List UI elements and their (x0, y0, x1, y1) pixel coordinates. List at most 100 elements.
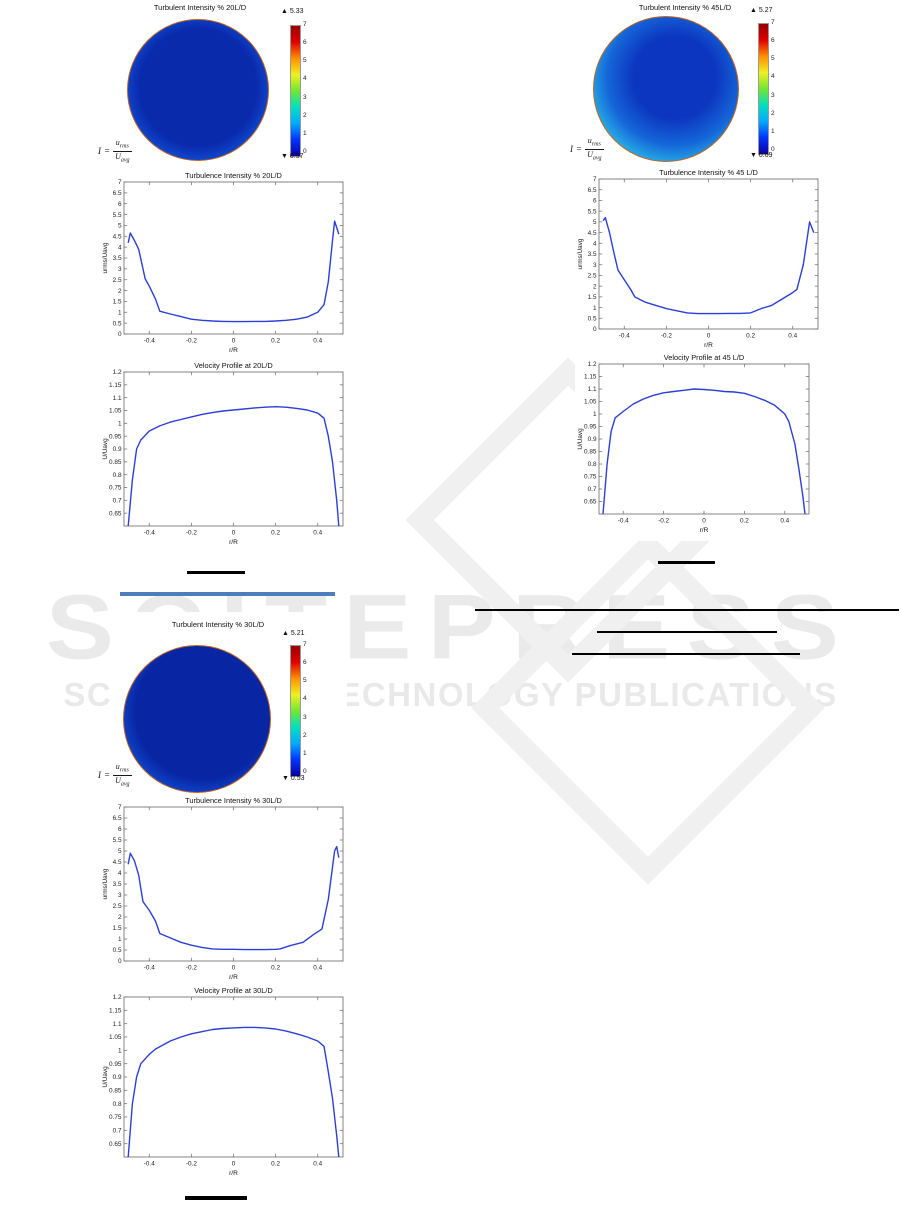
svg-text:-0.4: -0.4 (618, 518, 629, 525)
fraction: urms Uavg (585, 136, 604, 162)
svg-text:0.65: 0.65 (109, 1141, 122, 1148)
up-triangle-icon: ▲ (281, 8, 288, 15)
svg-text:3: 3 (118, 266, 122, 273)
svg-text:2.5: 2.5 (113, 277, 122, 284)
svg-text:6: 6 (593, 198, 597, 205)
svg-text:0.2: 0.2 (271, 530, 280, 537)
intensity-formula: I = urms Uavg (98, 762, 132, 788)
svg-text:0: 0 (232, 338, 236, 345)
svg-text:0.4: 0.4 (788, 333, 797, 340)
figure-rule-low-right (572, 653, 800, 655)
accent-rule-blue (120, 592, 335, 596)
svg-text:-0.4: -0.4 (144, 530, 155, 537)
svg-text:6.5: 6.5 (113, 815, 122, 822)
svg-text:-0.2: -0.2 (661, 333, 672, 340)
colorbar-max-marker: ▲ 5.27 (750, 7, 773, 14)
svg-text:r/R: r/R (229, 1170, 238, 1177)
figure-rule-mid-right (597, 631, 777, 633)
svg-text:0.85: 0.85 (109, 1088, 122, 1095)
svg-text:0: 0 (232, 1161, 236, 1168)
svg-text:3.5: 3.5 (113, 255, 122, 262)
svg-text:0.7: 0.7 (113, 498, 122, 505)
colorbar-max-marker: ▲ 5.33 (281, 8, 304, 15)
svg-text:1: 1 (118, 936, 122, 943)
svg-text:0.4: 0.4 (313, 530, 322, 537)
svg-text:1.05: 1.05 (109, 408, 122, 415)
svg-text:4.5: 4.5 (588, 230, 597, 237)
fraction: urms Uavg (113, 762, 132, 788)
svg-text:5: 5 (118, 848, 122, 855)
svg-text:Turbulence Intensity % 45 L/D: Turbulence Intensity % 45 L/D (659, 168, 758, 177)
contour-plot-circle (593, 16, 739, 162)
svg-text:U/Uavg: U/Uavg (102, 1066, 109, 1088)
svg-text:0.65: 0.65 (109, 510, 122, 517)
turbulence-chart-45ld: Turbulence Intensity % 45 L/D -0.4 -0.2 0 0.… (575, 166, 827, 356)
svg-text:urms/Uavg: urms/Uavg (577, 238, 584, 269)
svg-text:-0.4: -0.4 (144, 965, 155, 972)
svg-text:0.2: 0.2 (271, 338, 280, 345)
svg-text:r/R: r/R (700, 527, 709, 534)
svg-text:Velocity Profile at 30L/D: Velocity Profile at 30L/D (194, 986, 272, 995)
velocity-chart-30ld: Velocity Profile at 30L/D -0.4 -0.2 0 0.2 0.4… (100, 984, 352, 1184)
svg-text:7: 7 (118, 804, 122, 811)
turbulence-chart-30ld: Turbulence Intensity % 30L/D -0.4 -0.2 0 0.2… (100, 794, 352, 988)
intensity-formula: I = urms Uavg (570, 136, 604, 162)
svg-text:Turbulence Intensity % 30L/D: Turbulence Intensity % 30L/D (185, 796, 282, 805)
svg-text:2.5: 2.5 (113, 903, 122, 910)
svg-text:0.9: 0.9 (588, 436, 597, 443)
svg-text:0.8: 0.8 (113, 472, 122, 479)
fraction: urms Uavg (113, 138, 132, 164)
svg-text:2: 2 (118, 288, 122, 295)
svg-text:0.95: 0.95 (584, 424, 597, 431)
svg-text:1.5: 1.5 (113, 299, 122, 306)
contour-title: Turbulent Intensity % 45L/D (638, 3, 732, 12)
svg-text:7: 7 (593, 176, 597, 183)
colorbar-min-marker: ▼ 0.53 (282, 775, 305, 782)
svg-text:-0.2: -0.2 (658, 518, 669, 525)
figure-rule-under-vel30 (185, 1196, 247, 1200)
contour-title: Turbulent Intensity % 20L/D (153, 3, 247, 12)
contour-plot-circle (127, 19, 269, 161)
svg-text:6.5: 6.5 (588, 187, 597, 194)
svg-text:0.5: 0.5 (588, 315, 597, 322)
svg-text:3.5: 3.5 (113, 881, 122, 888)
svg-text:U/Uavg: U/Uavg (102, 438, 109, 460)
svg-text:0.5: 0.5 (113, 320, 122, 327)
turbulence-chart-20ld: Turbulence Intensity % 20L/D -0.4 -0.2 0 0.2… (100, 169, 352, 361)
svg-text:Velocity Profile at 45 L/D: Velocity Profile at 45 L/D (664, 353, 745, 362)
figure-rule-long-right (475, 609, 899, 611)
svg-text:3.5: 3.5 (588, 251, 597, 258)
svg-text:2.5: 2.5 (588, 273, 597, 280)
svg-text:-0.4: -0.4 (619, 333, 630, 340)
svg-text:0: 0 (118, 331, 122, 338)
svg-text:0: 0 (707, 333, 711, 340)
svg-text:0.85: 0.85 (109, 459, 122, 466)
svg-text:-0.2: -0.2 (186, 965, 197, 972)
colorbar (758, 23, 769, 155)
svg-text:0: 0 (232, 530, 236, 537)
svg-text:r/R: r/R (229, 539, 238, 546)
svg-text:0.7: 0.7 (588, 486, 597, 493)
svg-text:1.5: 1.5 (113, 925, 122, 932)
svg-text:-0.2: -0.2 (186, 338, 197, 345)
svg-text:2: 2 (593, 283, 597, 290)
svg-text:Turbulence Intensity % 20L/D: Turbulence Intensity % 20L/D (185, 171, 282, 180)
svg-text:4: 4 (593, 240, 597, 247)
colorbar (290, 25, 301, 157)
svg-text:0.65: 0.65 (584, 499, 597, 506)
svg-text:0.5: 0.5 (113, 947, 122, 954)
svg-text:4: 4 (118, 870, 122, 877)
svg-text:4.5: 4.5 (113, 233, 122, 240)
svg-text:1.2: 1.2 (113, 994, 122, 1001)
svg-text:-0.4: -0.4 (144, 1161, 155, 1168)
down-triangle-icon: ▼ (750, 152, 757, 159)
up-triangle-icon: ▲ (282, 630, 289, 637)
svg-text:0.4: 0.4 (780, 518, 789, 525)
svg-text:r/R: r/R (704, 342, 713, 349)
svg-text:0.95: 0.95 (109, 433, 122, 440)
svg-text:3: 3 (118, 892, 122, 899)
